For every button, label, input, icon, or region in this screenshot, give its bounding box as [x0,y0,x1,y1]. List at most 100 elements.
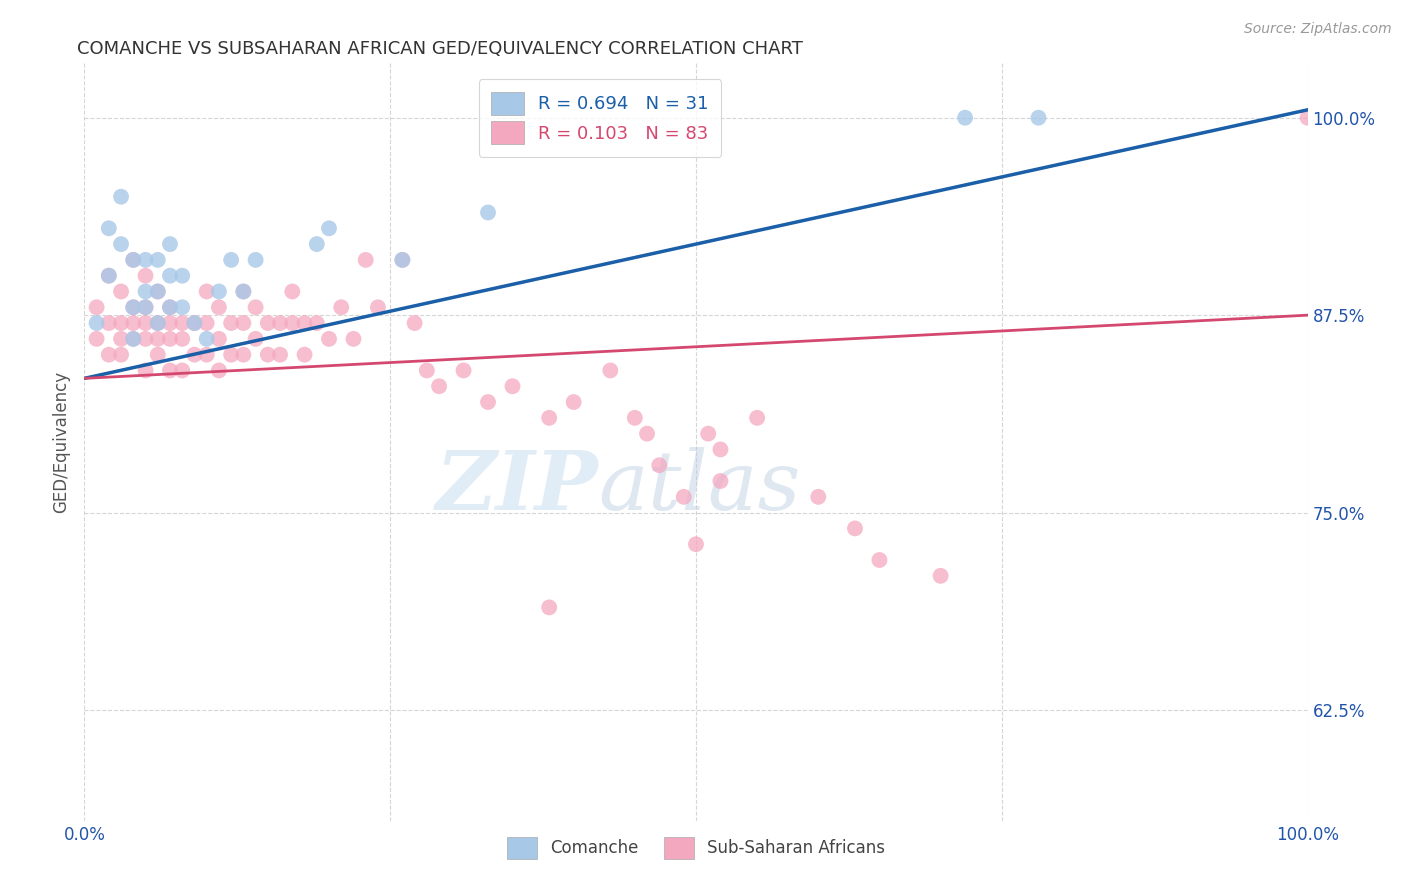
Point [416,363,439,377]
Point [172,332,194,346]
Point [86,300,108,314]
Point [86,316,108,330]
Point [135,332,157,346]
Point [538,410,561,425]
Point [172,363,194,377]
Point [146,316,169,330]
Point [172,300,194,314]
Point [624,410,647,425]
Point [318,332,340,346]
Point [685,537,707,551]
Point [342,332,364,346]
Point [135,316,157,330]
Point [538,600,561,615]
Point [269,316,291,330]
Point [232,348,254,362]
Point [122,316,145,330]
Point [146,348,169,362]
Point [183,316,205,330]
Point [294,348,316,362]
Text: Source: ZipAtlas.com: Source: ZipAtlas.com [1244,22,1392,37]
Point [219,252,242,267]
Point [477,395,499,409]
Point [208,285,231,299]
Point [110,237,132,252]
Text: ZIP: ZIP [436,447,598,527]
Point [477,205,499,219]
Point [195,332,218,346]
Point [502,379,524,393]
Point [281,316,304,330]
Point [135,252,157,267]
Point [172,316,194,330]
Point [245,300,267,314]
Point [97,221,120,235]
Point [318,221,340,235]
Point [257,316,280,330]
Point [110,316,132,330]
Point [453,363,475,377]
Point [122,332,145,346]
Point [330,300,353,314]
Point [427,379,450,393]
Point [747,410,769,425]
Point [135,268,157,283]
Point [367,300,389,314]
Point [86,332,108,346]
Point [208,363,231,377]
Point [305,316,328,330]
Point [172,268,194,283]
Point [183,316,205,330]
Point [281,285,304,299]
Point [159,300,181,314]
Point [562,395,585,409]
Point [159,332,181,346]
Point [159,363,181,377]
Point [122,332,145,346]
Point [208,300,231,314]
Point [219,348,242,362]
Point [391,252,413,267]
Point [146,332,169,346]
Point [232,285,254,299]
Point [709,442,731,457]
Point [257,348,280,362]
Point [97,316,120,330]
Point [146,252,169,267]
Y-axis label: GED/Equivalency: GED/Equivalency [52,370,70,513]
Point [97,268,120,283]
Point [1028,111,1050,125]
Point [599,363,621,377]
Point [953,111,976,125]
Point [195,285,218,299]
Point [245,252,267,267]
Point [391,252,413,267]
Point [146,285,169,299]
Point [709,474,731,488]
Point [697,426,720,441]
Point [305,237,328,252]
Text: COMANCHE VS SUBSAHARAN AFRICAN GED/EQUIVALENCY CORRELATION CHART: COMANCHE VS SUBSAHARAN AFRICAN GED/EQUIV… [77,40,803,58]
Point [807,490,830,504]
Text: atlas: atlas [598,447,800,527]
Point [232,316,254,330]
Point [146,316,169,330]
Point [269,348,291,362]
Point [135,285,157,299]
Point [122,252,145,267]
Point [672,490,695,504]
Point [122,300,145,314]
Point [294,316,316,330]
Point [183,348,205,362]
Point [195,316,218,330]
Point [159,237,181,252]
Point [648,458,671,473]
Point [146,285,169,299]
Point [195,348,218,362]
Point [97,268,120,283]
Point [245,332,267,346]
Point [208,332,231,346]
Point [159,268,181,283]
Point [110,332,132,346]
Point [122,300,145,314]
